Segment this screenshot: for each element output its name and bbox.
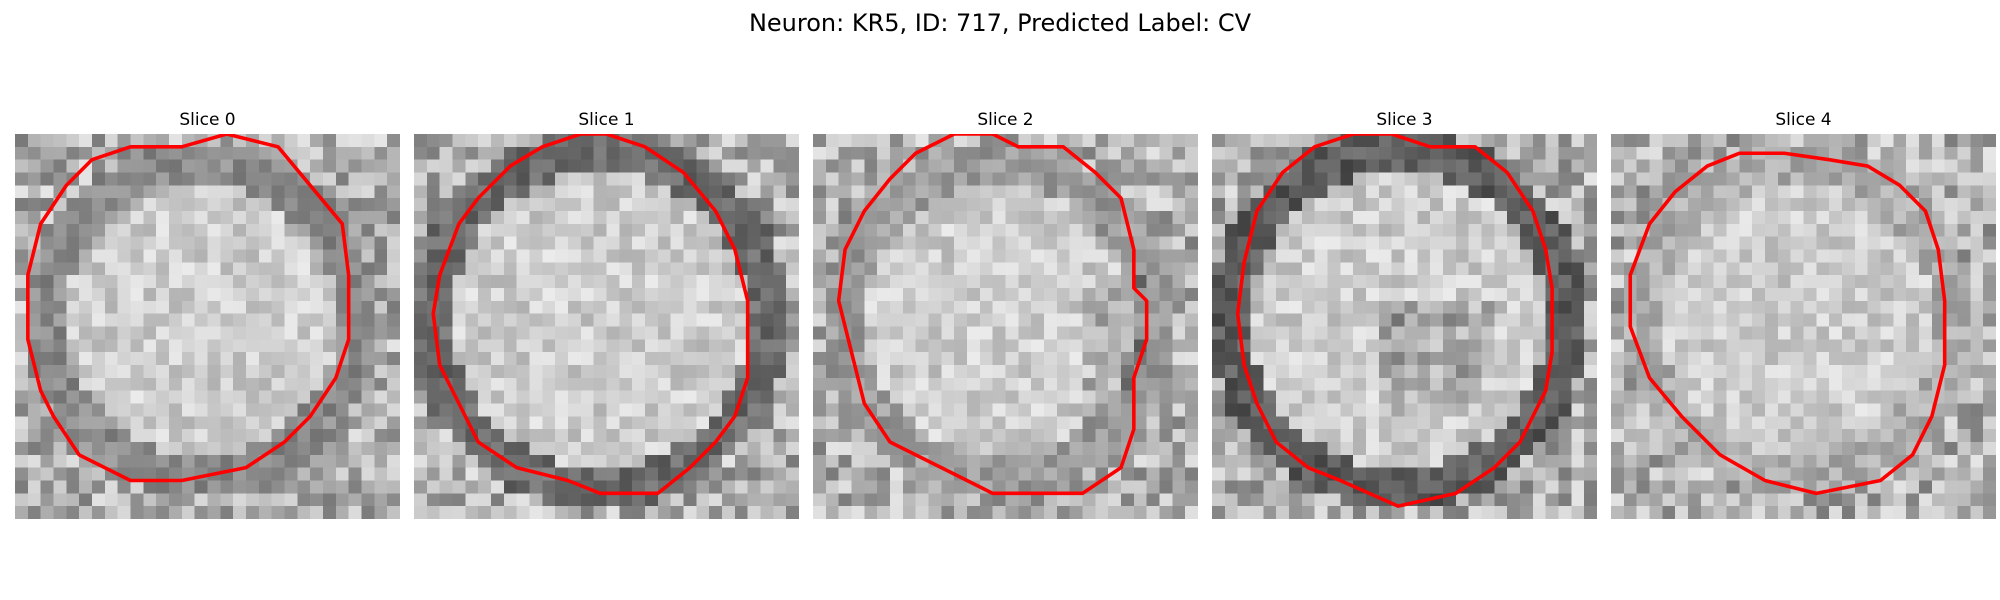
segmentation-contour xyxy=(836,134,1149,496)
slice-panel-1: Slice 1 xyxy=(414,110,799,519)
segmentation-contour xyxy=(1628,151,1947,496)
segmentation-contour xyxy=(431,134,750,496)
segmentation-contour xyxy=(1235,134,1554,508)
figure-title: Neuron: KR5, ID: 717, Predicted Label: C… xyxy=(748,9,1252,37)
slice-image-1 xyxy=(414,134,799,519)
slice-grayscale-grid xyxy=(813,134,1198,519)
slice-image-3 xyxy=(1212,134,1597,519)
slice-panel-4: Slice 4 xyxy=(1611,110,1996,519)
slice-title: Slice 3 xyxy=(1376,110,1433,130)
slice-title: Slice 0 xyxy=(179,110,236,130)
segmentation-contour xyxy=(26,134,351,483)
slice-panel-0: Slice 0 xyxy=(15,110,400,519)
slice-title: Slice 2 xyxy=(977,110,1034,130)
slice-grayscale-grid xyxy=(1212,134,1597,519)
slice-panel-3: Slice 3 xyxy=(1212,110,1597,519)
slice-image-2 xyxy=(813,134,1198,519)
slice-panel-2: Slice 2 xyxy=(813,110,1198,519)
slice-grayscale-grid xyxy=(1611,134,1996,519)
slice-title: Slice 4 xyxy=(1775,110,1832,130)
slice-image-4 xyxy=(1611,134,1996,519)
slice-image-0 xyxy=(15,134,400,519)
slice-title: Slice 1 xyxy=(578,110,635,130)
